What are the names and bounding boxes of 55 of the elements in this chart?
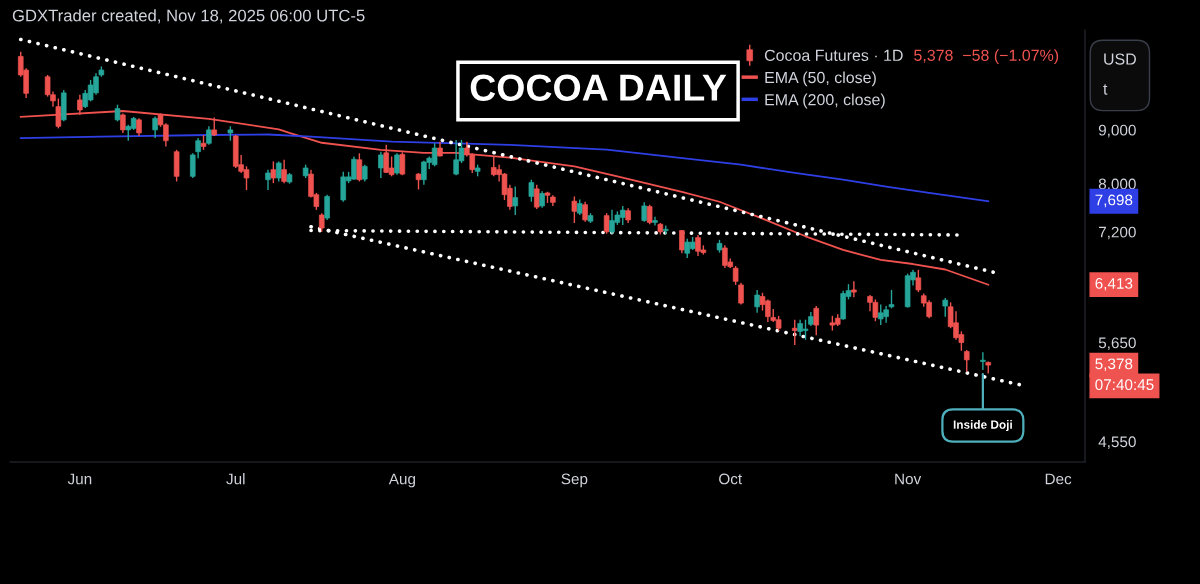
candlestick bbox=[684, 238, 691, 259]
text: 5,378 bbox=[1095, 358, 1133, 371]
candlestick bbox=[582, 201, 588, 223]
legend-label: Cocoa Futures · 1D bbox=[764, 49, 903, 61]
candlestick bbox=[152, 115, 158, 139]
candlestick bbox=[394, 152, 400, 176]
text: 6,413 bbox=[1095, 277, 1133, 291]
x-tick-label: Aug bbox=[388, 473, 415, 488]
text: 07:40:45 bbox=[1095, 379, 1154, 391]
x-tick-label: Nov bbox=[895, 473, 922, 485]
candlestick bbox=[206, 125, 212, 146]
candlestick bbox=[942, 297, 949, 318]
text: GDXTrader created, Nov 18, 2025 06:00 UTC-5 bbox=[12, 9, 365, 24]
candlestick bbox=[652, 216, 658, 227]
candlestick bbox=[318, 212, 325, 233]
candlestick bbox=[641, 201, 648, 223]
candlestick bbox=[851, 280, 857, 298]
text: USD t bbox=[1103, 53, 1136, 95]
candlestick bbox=[324, 193, 330, 221]
candlestick bbox=[512, 185, 519, 216]
annotation: 5,378 −58 (−1.07%) bbox=[914, 49, 1059, 65]
y-tick-label: 4,550 bbox=[1098, 436, 1136, 449]
candlestick bbox=[754, 289, 760, 314]
x-tick-label: Sep bbox=[561, 473, 588, 488]
candlestick bbox=[603, 212, 610, 235]
candlestick bbox=[963, 349, 970, 373]
y-tick-label: 7,200 bbox=[1098, 226, 1136, 240]
legend-label: EMA (200, close) bbox=[765, 93, 885, 109]
candlestick bbox=[646, 204, 653, 225]
candlestick bbox=[281, 159, 287, 184]
candlestick bbox=[571, 195, 578, 224]
candlestick bbox=[791, 319, 798, 346]
x-tick-label: Oct bbox=[719, 473, 743, 485]
candlestick bbox=[356, 152, 363, 183]
x-tick-label: Jul bbox=[226, 473, 245, 485]
y-tick-label: 5,650 bbox=[1098, 337, 1136, 351]
text: 7,698 bbox=[1095, 194, 1133, 208]
candlestick bbox=[980, 351, 986, 371]
y-tick-label: 8,000 bbox=[1098, 178, 1136, 192]
candlestick bbox=[378, 151, 384, 179]
x-tick-label: Dec bbox=[1045, 473, 1072, 485]
candlestick bbox=[533, 184, 540, 210]
x-tick-label: Jun bbox=[67, 473, 92, 485]
candlestick bbox=[732, 265, 739, 286]
candlestick bbox=[915, 269, 922, 293]
y-tick-label: 9,000 bbox=[1098, 124, 1136, 138]
candlestick bbox=[528, 179, 535, 203]
candlestick bbox=[813, 305, 820, 337]
annotation: Inside Doji bbox=[953, 420, 1012, 432]
text: COCOA DAILY bbox=[470, 74, 727, 101]
candlestick bbox=[265, 168, 271, 191]
candlestick bbox=[270, 160, 277, 184]
legend-label: EMA (50, close) bbox=[765, 71, 876, 87]
candlestick bbox=[738, 282, 744, 306]
candlestick bbox=[275, 160, 282, 183]
